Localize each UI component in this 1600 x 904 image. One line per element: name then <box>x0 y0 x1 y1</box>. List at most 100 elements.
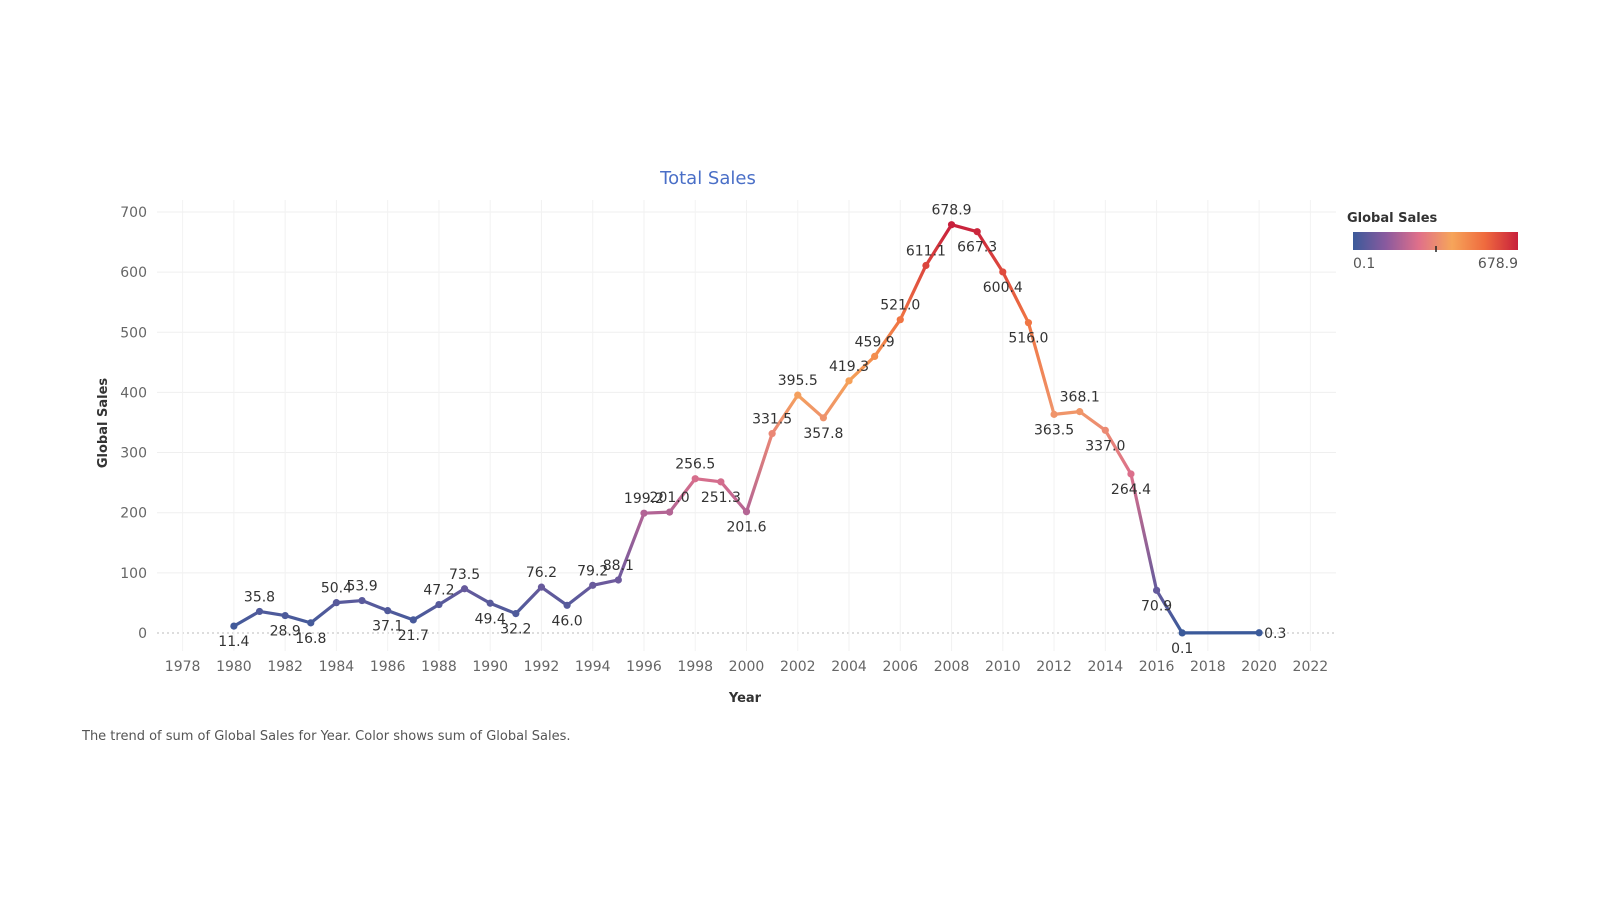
line-segment <box>823 381 849 418</box>
data-label: 521.0 <box>880 298 920 314</box>
data-point[interactable] <box>256 608 263 615</box>
data-point[interactable] <box>640 510 647 517</box>
data-point[interactable] <box>692 475 699 482</box>
line-segment <box>1054 412 1080 415</box>
data-label: 201.0 <box>650 490 690 506</box>
data-point[interactable] <box>230 623 237 630</box>
line-segment <box>234 611 260 626</box>
x-tick-label: 2022 <box>1293 659 1329 675</box>
data-label: 251.3 <box>701 490 741 506</box>
data-label: 47.2 <box>423 583 454 599</box>
data-point[interactable] <box>1076 408 1083 415</box>
data-point[interactable] <box>410 616 417 623</box>
x-tick-label: 2010 <box>985 659 1021 675</box>
data-point[interactable] <box>538 584 545 591</box>
data-point[interactable] <box>333 599 340 606</box>
y-tick-label: 700 <box>120 205 147 221</box>
data-point[interactable] <box>384 607 391 614</box>
data-label: 357.8 <box>803 426 843 442</box>
data-point[interactable] <box>769 430 776 437</box>
data-point[interactable] <box>282 612 289 619</box>
x-tick-label: 1984 <box>319 659 355 675</box>
data-point[interactable] <box>999 268 1006 275</box>
chart-caption: The trend of sum of Global Sales for Yea… <box>81 729 571 744</box>
data-point[interactable] <box>897 316 904 323</box>
x-tick-label: 2008 <box>934 659 970 675</box>
chart-title: Total Sales <box>659 168 756 189</box>
x-tick-label: 1996 <box>626 659 662 675</box>
data-label: 256.5 <box>675 457 715 473</box>
data-point[interactable] <box>1050 411 1057 418</box>
data-label: 0.1 <box>1171 641 1193 657</box>
data-point[interactable] <box>666 508 673 515</box>
data-label: 11.4 <box>218 634 249 650</box>
x-tick-label: 1994 <box>575 659 611 675</box>
legend-max-label: 678.9 <box>1478 256 1518 272</box>
data-label: 35.8 <box>244 589 275 605</box>
data-point[interactable] <box>512 610 519 617</box>
color-legend: Global Sales 0.1 678.9 <box>1347 211 1518 272</box>
data-point[interactable] <box>615 576 622 583</box>
x-tick-label: 2004 <box>831 659 867 675</box>
data-label: 73.5 <box>449 567 480 583</box>
x-tick-label: 1990 <box>472 659 508 675</box>
line-segment <box>285 616 311 623</box>
data-point[interactable] <box>743 508 750 515</box>
data-point[interactable] <box>1025 319 1032 326</box>
data-label: 667.3 <box>957 240 997 256</box>
line-segment <box>695 479 721 482</box>
data-point[interactable] <box>1153 587 1160 594</box>
data-point[interactable] <box>435 601 442 608</box>
data-label: 53.9 <box>346 579 377 595</box>
x-tick-label: 1978 <box>165 659 201 675</box>
data-point[interactable] <box>487 600 494 607</box>
data-label: 88.1 <box>603 558 634 574</box>
line-segment <box>413 605 439 620</box>
x-tick-label: 2006 <box>882 659 918 675</box>
y-tick-label: 100 <box>120 566 147 582</box>
data-point[interactable] <box>717 478 724 485</box>
data-point[interactable] <box>1102 427 1109 434</box>
x-tick-label: 1982 <box>267 659 303 675</box>
legend-min-label: 0.1 <box>1353 256 1375 272</box>
data-point[interactable] <box>948 221 955 228</box>
line-segment <box>952 225 978 232</box>
x-tick-label: 2000 <box>729 659 765 675</box>
x-tick-label: 1998 <box>677 659 713 675</box>
data-point[interactable] <box>461 585 468 592</box>
data-point[interactable] <box>974 228 981 235</box>
data-point[interactable] <box>820 414 827 421</box>
data-label: 363.5 <box>1034 422 1074 438</box>
data-point[interactable] <box>589 582 596 589</box>
y-tick-label: 0 <box>138 626 147 642</box>
data-point[interactable] <box>1127 470 1134 477</box>
data-label: 419.3 <box>829 359 869 375</box>
data-label: 459.9 <box>855 334 895 350</box>
x-tick-label: 1980 <box>216 659 252 675</box>
data-point[interactable] <box>871 353 878 360</box>
data-point[interactable] <box>922 262 929 269</box>
data-point[interactable] <box>845 377 852 384</box>
data-label: 16.8 <box>295 631 326 647</box>
x-tick-label: 2002 <box>780 659 816 675</box>
y-axis-label: Global Sales <box>96 378 111 469</box>
data-label: 264.4 <box>1111 482 1151 498</box>
data-point[interactable] <box>563 602 570 609</box>
line-segment <box>593 580 619 585</box>
data-point[interactable] <box>1256 629 1263 636</box>
data-label: 70.9 <box>1141 598 1172 614</box>
data-point[interactable] <box>358 597 365 604</box>
data-point[interactable] <box>794 392 801 399</box>
line-segment <box>541 587 567 605</box>
y-tick-label: 200 <box>120 506 147 522</box>
line-segment <box>747 434 773 512</box>
x-tick-label: 2020 <box>1241 659 1277 675</box>
x-axis-label: Year <box>728 691 762 706</box>
line-segment <box>516 587 542 613</box>
data-point[interactable] <box>1179 629 1186 636</box>
x-tick-label: 1988 <box>421 659 457 675</box>
data-label: 21.7 <box>398 628 429 644</box>
data-point[interactable] <box>307 619 314 626</box>
data-label: 32.2 <box>500 622 531 638</box>
